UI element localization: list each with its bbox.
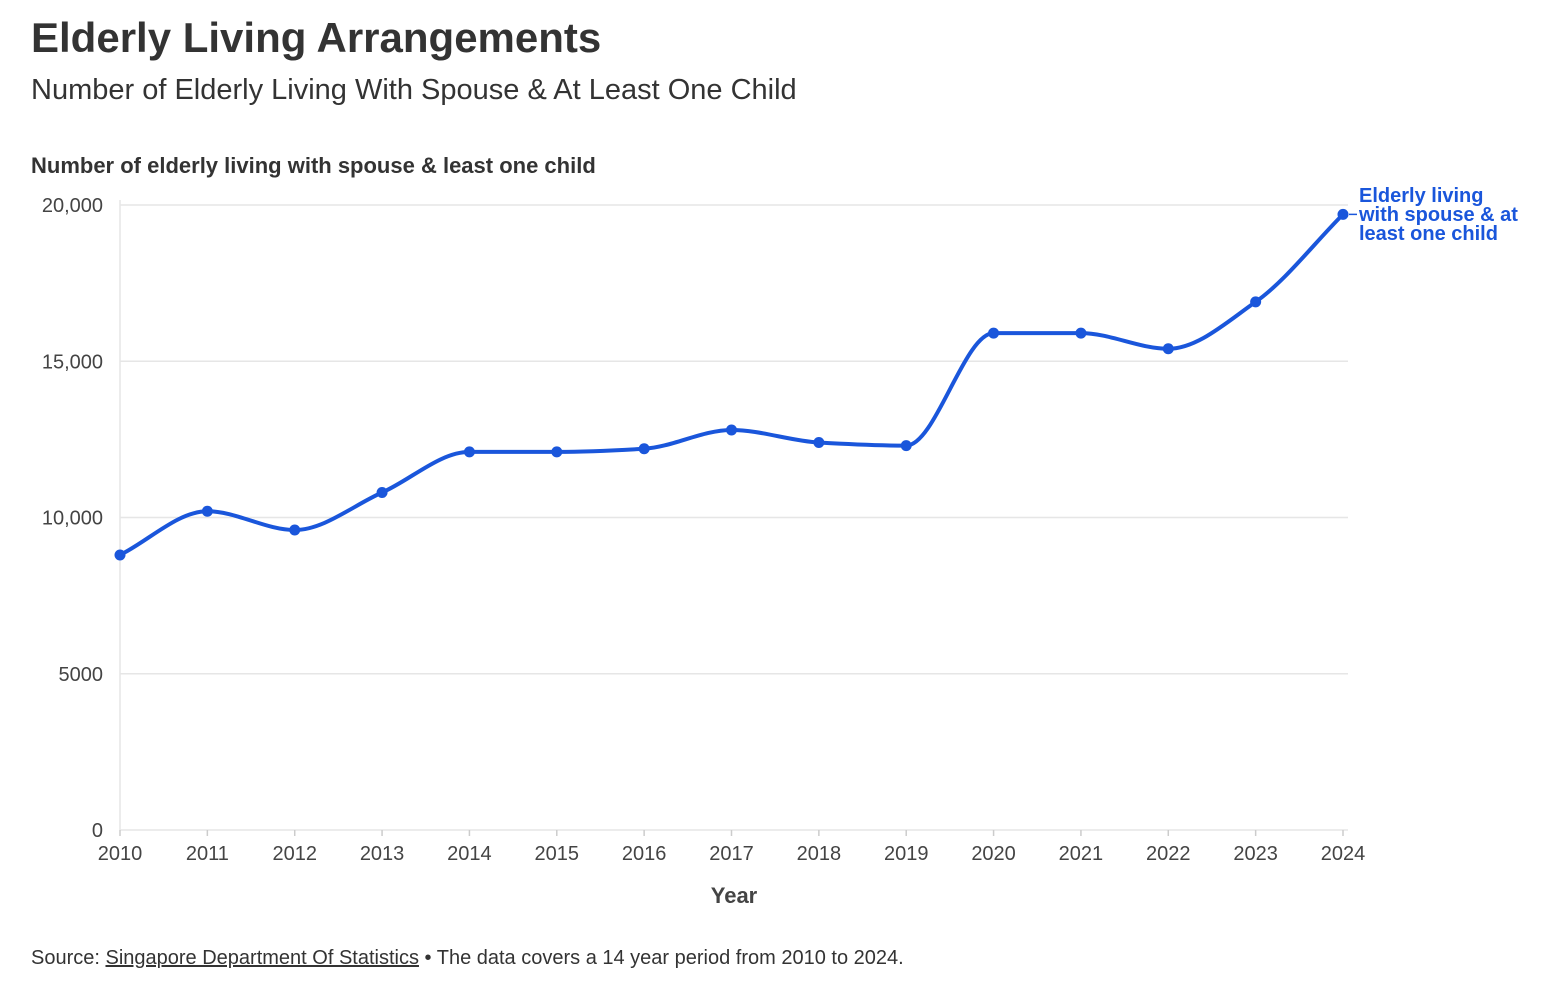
x-tick-label: 2019	[884, 843, 929, 865]
x-tick-label: 2013	[360, 843, 405, 865]
data-point[interactable]	[201, 505, 213, 517]
series-end-label-line: Elderly living	[1359, 185, 1483, 207]
x-tick-label: 2024	[1321, 843, 1366, 865]
data-point[interactable]	[1250, 296, 1262, 308]
data-point[interactable]	[376, 487, 388, 498]
data-point[interactable]	[813, 437, 825, 448]
data-point[interactable]	[551, 446, 563, 458]
y-tick-label: 10,000	[42, 508, 103, 530]
x-tick-label: 2014	[447, 843, 492, 865]
page-subtitle: Number of Elderly Living With Spouse & A…	[31, 74, 797, 106]
data-point[interactable]	[114, 549, 126, 561]
series-end-label-line: least one child	[1359, 223, 1498, 245]
y-tick-label: 0	[92, 820, 103, 842]
x-tick-label: 2020	[971, 843, 1016, 865]
source-link[interactable]: Singapore Department Of Statistics	[105, 947, 419, 969]
source-note: • The data covers a 14 year period from …	[418, 947, 904, 969]
y-tick-label: 20,000	[42, 195, 103, 217]
y-tick-label: 15,000	[42, 351, 103, 373]
source-footer: Source: Singapore Department Of Statisti…	[31, 947, 904, 970]
x-tick-label: 2017	[709, 843, 754, 865]
page-title: Elderly Living Arrangements	[31, 14, 602, 61]
data-point[interactable]	[900, 440, 912, 452]
data-point[interactable]	[1075, 327, 1087, 339]
data-point[interactable]	[1162, 343, 1174, 355]
x-axis: 2010 2011 2012 2013 2014 2015 2016 2017 2018 2019…	[98, 830, 1366, 865]
data-point[interactable]	[463, 446, 475, 458]
series-group: Elderly living with spouse & at least one …	[114, 185, 1518, 561]
x-tick-label: 2022	[1146, 843, 1191, 865]
x-tick-label: 2010	[98, 843, 143, 865]
source-prefix: Source:	[31, 947, 106, 969]
data-point[interactable]	[638, 443, 650, 455]
x-tick-label: 2021	[1059, 843, 1104, 865]
x-tick-label: 2011	[186, 843, 229, 865]
data-point[interactable]	[1337, 208, 1349, 220]
chart-title: Number of elderly living with spouse & l…	[31, 153, 596, 178]
data-point[interactable]	[289, 524, 301, 536]
data-point[interactable]	[726, 424, 737, 436]
series-end-label-line: with spouse & at	[1358, 204, 1518, 226]
y-axis: 0 5000 10,000 15,000 20,000	[42, 195, 121, 842]
y-tick-label: 5000	[59, 664, 104, 686]
x-tick-label: 2023	[1233, 843, 1278, 865]
series-end-label: Elderly living with spouse & at least one …	[1358, 185, 1518, 245]
x-tick-label: 2016	[622, 843, 667, 865]
x-tick-label: 2015	[535, 843, 580, 865]
x-tick-label: 2018	[797, 843, 842, 865]
series-line	[118, 212, 1345, 557]
x-tick-label: 2012	[272, 843, 317, 865]
grid-lines	[120, 204, 1348, 831]
data-point[interactable]	[988, 327, 1000, 339]
x-axis-label: Year	[711, 883, 758, 908]
